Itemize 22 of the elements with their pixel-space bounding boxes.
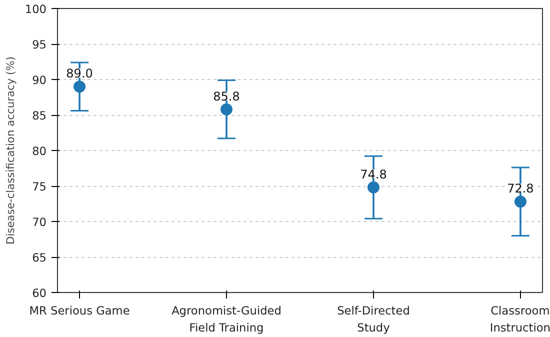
y-tick-label: 60 — [32, 286, 47, 300]
y-tick-label: 75 — [32, 180, 47, 194]
x-tick-label: Agronomist-Guided Field Training — [172, 304, 282, 334]
data-label: 74.8 — [360, 167, 387, 182]
point — [220, 103, 233, 116]
x-tick-label: Classroom Instruction — [490, 304, 550, 334]
data-label: 72.8 — [507, 182, 534, 196]
y-tick-label: 85 — [32, 108, 47, 122]
point — [514, 196, 526, 208]
y-axis-title: Disease-classification accuracy (%) — [4, 56, 17, 244]
x-tick-label: Self-Directed Study — [337, 304, 410, 334]
point — [367, 181, 380, 194]
y-tick-label: 90 — [32, 73, 47, 87]
x-tick-label: MR Serious Game — [29, 304, 130, 318]
y-tick-label: 65 — [32, 250, 47, 264]
y-tick-label: 100 — [24, 2, 47, 16]
data-label: 85.8 — [213, 89, 240, 104]
data-label: 89.0 — [66, 66, 93, 81]
y-tick-label: 70 — [32, 215, 47, 229]
y-tick-label: 95 — [32, 38, 47, 52]
point — [74, 80, 86, 93]
y-tick-label: 80 — [32, 144, 47, 158]
